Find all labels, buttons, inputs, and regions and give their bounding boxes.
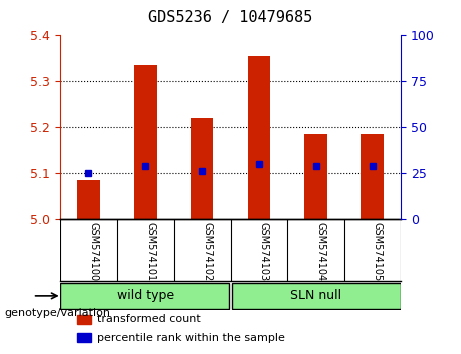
Text: SLN null: SLN null [290, 289, 341, 302]
Text: GSM574104: GSM574104 [316, 222, 326, 281]
Text: GSM574101: GSM574101 [145, 222, 155, 281]
Text: transformed count: transformed count [97, 314, 201, 324]
Bar [77, 180, 100, 219]
Text: wild type: wild type [117, 289, 174, 302]
Bar [77, 315, 91, 324]
Text: GSM574103: GSM574103 [259, 222, 269, 281]
Text: GDS5236 / 10479685: GDS5236 / 10479685 [148, 10, 313, 25]
Text: genotype/variation: genotype/variation [5, 308, 111, 318]
Bar [191, 118, 213, 219]
Bar [231, 283, 401, 309]
Bar [248, 56, 270, 219]
Bar [77, 333, 91, 342]
Text: percentile rank within the sample: percentile rank within the sample [97, 333, 285, 343]
Bar [304, 134, 327, 219]
Text: GSM574102: GSM574102 [202, 222, 212, 281]
Bar [361, 134, 384, 219]
Text: GSM574105: GSM574105 [372, 222, 383, 281]
Bar [134, 65, 157, 219]
Bar [60, 283, 230, 309]
Text: GSM574100: GSM574100 [89, 222, 98, 281]
